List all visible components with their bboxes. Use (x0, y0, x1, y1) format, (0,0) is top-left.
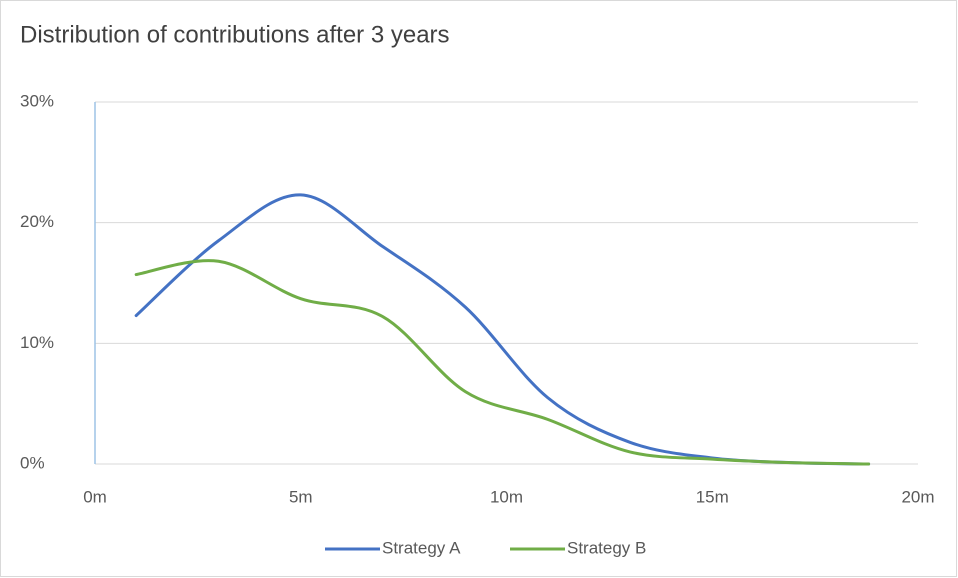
x-tick-label: 10m (490, 487, 523, 506)
chart-title: Distribution of contributions after 3 ye… (20, 21, 450, 48)
series-line (134, 259, 871, 466)
x-tick-label: 15m (696, 487, 729, 506)
y-tick-label: 30% (20, 91, 54, 110)
y-tick-label: 20% (20, 212, 54, 231)
x-tick-label: 20m (901, 487, 934, 506)
y-tick-label: 10% (20, 333, 54, 352)
x-tick-label: 5m (289, 487, 313, 506)
legend-label: Strategy A (382, 538, 461, 557)
x-tick-label: 0m (83, 487, 107, 506)
y-tick-label: 0% (20, 453, 45, 472)
legend-label: Strategy B (567, 538, 646, 557)
